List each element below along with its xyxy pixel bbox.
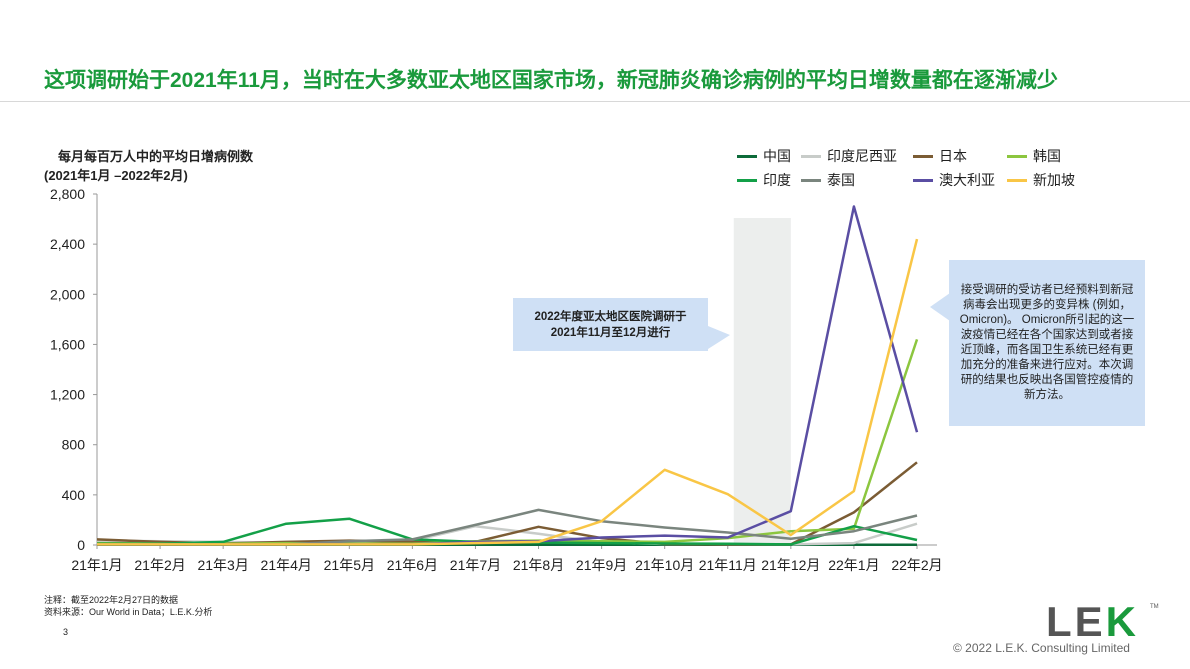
- legend-item-india: 印度: [737, 170, 791, 190]
- omicron-callout-pointer: [930, 293, 950, 321]
- y-tick-label: 2,000: [50, 286, 85, 302]
- x-tick-label: 21年12月: [761, 557, 820, 573]
- legend-label: 韩国: [1033, 148, 1061, 164]
- chart-source: 资料来源：Our World in Data；L.E.K.分析: [44, 607, 213, 617]
- series-line-6: [97, 205, 919, 546]
- omicron-callout: 接受调研的受访者已经预料到新冠病毒会出现更多的变异株 (例如，Omicron)。…: [949, 260, 1145, 426]
- logo-k: K: [1105, 598, 1140, 645]
- legend-item-thailand: 泰国: [801, 170, 855, 190]
- legend-item-singapore: 新加坡: [1007, 170, 1075, 190]
- legend-label: 日本: [939, 148, 967, 164]
- x-tick-label: 21年6月: [387, 557, 438, 573]
- series-line-7: [97, 238, 919, 546]
- page-number: 3: [63, 627, 69, 637]
- y-tick-label: 0: [77, 537, 85, 553]
- logo-trademark: TM: [1150, 604, 1159, 610]
- callout-line2: 2021年11月至12月进行: [550, 326, 671, 339]
- y-tick-label: 2,400: [50, 236, 85, 252]
- legend-swatch: [1007, 154, 1027, 158]
- copyright: © 2022 L.E.K. Consulting Limited: [953, 641, 1130, 655]
- x-tick-label: 21年5月: [324, 557, 375, 573]
- y-tick-label: 400: [62, 487, 86, 503]
- x-tick-label: 21年1月: [71, 557, 122, 573]
- survey-period-band: [733, 218, 791, 545]
- series-line-5: [97, 508, 918, 546]
- legend-item-indonesia: 印度尼西亚: [801, 146, 897, 166]
- legend-label: 印度: [763, 172, 791, 188]
- legend-label: 澳大利亚: [939, 172, 995, 188]
- legend-swatch: [913, 178, 933, 182]
- callout-line1: 2022年度亚太地区医院调研于: [534, 310, 687, 323]
- x-tick-label: 21年4月: [261, 557, 312, 573]
- legend-item-australia: 澳大利亚: [913, 170, 995, 190]
- y-tick-label: 800: [62, 437, 86, 453]
- y-tick-label: 1,600: [50, 336, 85, 352]
- omicron-callout-text: 接受调研的受访者已经预料到新冠病毒会出现更多的变异株 (例如，Omicron)。…: [959, 284, 1135, 401]
- logo-letters: LE: [1046, 598, 1106, 645]
- legend-swatch: [1007, 178, 1027, 182]
- legend-item-japan: 日本: [913, 146, 967, 166]
- x-tick-label: 21年8月: [513, 557, 564, 573]
- x-tick-label: 22年1月: [828, 557, 879, 573]
- x-tick-label: 21年9月: [576, 557, 627, 573]
- survey-period-callout: 2022年度亚太地区医院调研于 2021年11月至12月进行: [513, 298, 708, 351]
- x-tick-label: 21年10月: [635, 557, 694, 573]
- x-tick-label: 21年11月: [699, 557, 757, 573]
- legend-swatch: [737, 154, 757, 158]
- chart-title: 每月每百万人中的平均日增病例数: [58, 149, 254, 164]
- legend-label: 泰国: [827, 172, 855, 188]
- y-tick-label: 2,800: [50, 186, 85, 202]
- x-tick-label: 21年2月: [134, 557, 185, 573]
- legend-item-china: 中国: [737, 146, 791, 166]
- legend-item-korea: 韩国: [1007, 146, 1061, 166]
- chart-note: 注释：截至2022年2月27日的数据: [44, 595, 179, 605]
- x-tick-label: 21年7月: [450, 557, 501, 573]
- legend-swatch: [913, 154, 933, 158]
- legend-swatch: [801, 178, 821, 182]
- legend-swatch: [737, 178, 757, 182]
- legend-label: 中国: [763, 148, 791, 164]
- x-tick-label: 21年3月: [197, 557, 248, 573]
- chart-subtitle: (2021年1月 –2022年2月): [44, 168, 188, 183]
- y-tick-label: 1,200: [50, 387, 85, 403]
- headline-divider: [0, 101, 1190, 102]
- legend-label: 印度尼西亚: [827, 148, 897, 164]
- series-line-3: [96, 339, 919, 545]
- legend-swatch: [801, 154, 821, 158]
- legend-label: 新加坡: [1033, 172, 1075, 188]
- lek-logo: LEK: [1046, 598, 1139, 646]
- callout-pointer: [708, 326, 730, 349]
- page-headline: 这项调研始于2021年11月，当时在大多数亚太地区国家市场，新冠肺炎确诊病例的平…: [44, 69, 1058, 92]
- x-tick-label: 22年2月: [891, 557, 942, 573]
